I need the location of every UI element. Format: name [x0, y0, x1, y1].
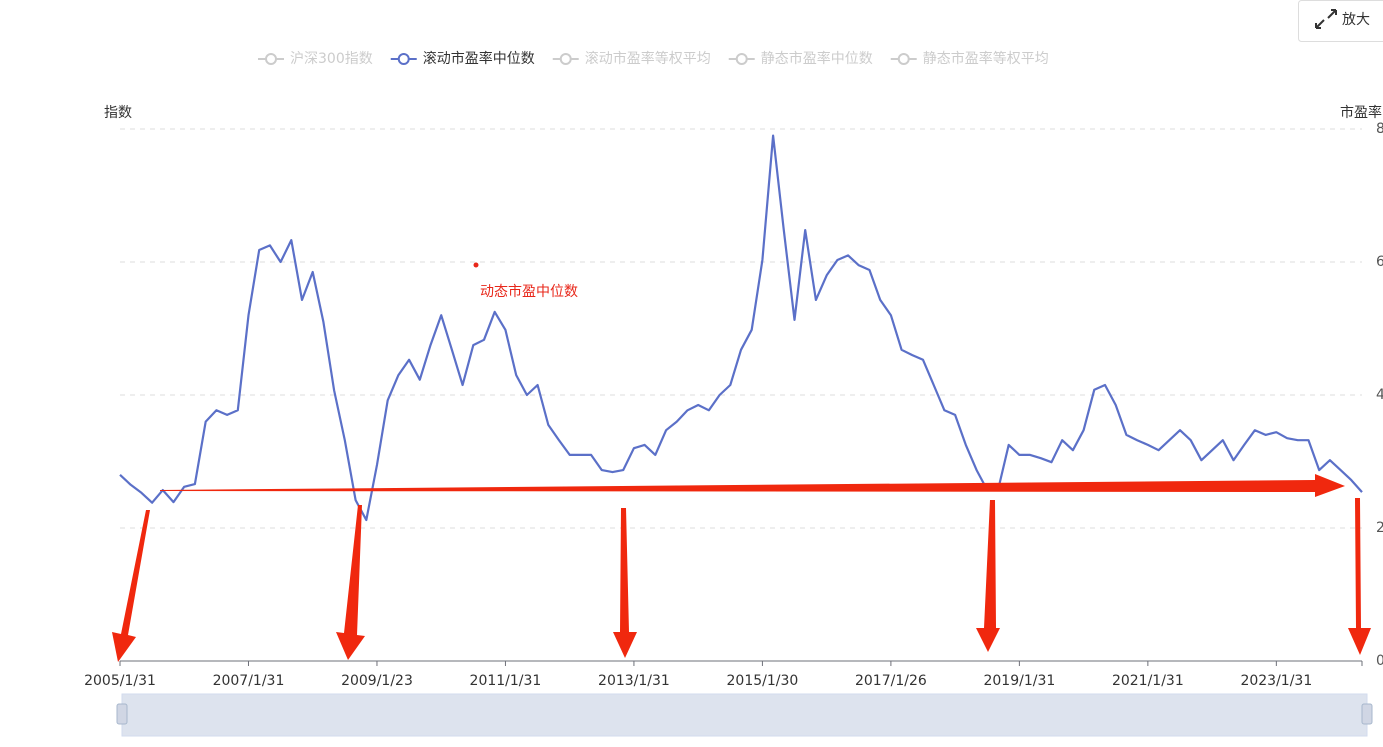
zoom-handle[interactable] — [116, 703, 128, 725]
zoom-window[interactable] — [121, 693, 1368, 737]
legend-label[interactable]: 滚动市盈率等权平均 — [585, 50, 711, 67]
legend-symbol — [735, 53, 748, 65]
y2-tick-label: 60 — [1376, 254, 1383, 270]
y-axis-name: 指数 — [104, 105, 132, 121]
arrow — [1348, 498, 1371, 655]
legend-label[interactable]: 滚动市盈率中位数 — [423, 50, 535, 67]
legend-symbol — [559, 53, 572, 65]
y2-tick-label: 80 — [1376, 121, 1383, 137]
arrow — [613, 508, 637, 658]
series-line — [119, 134, 1363, 522]
zoom-button[interactable]: 放大 — [1298, 0, 1383, 42]
y2-tick-label: 40 — [1376, 387, 1383, 403]
button-box[interactable] — [1298, 0, 1383, 42]
x-tick-label: 2013/1/31 — [598, 673, 670, 689]
legend-label[interactable]: 静态市盈率中位数 — [761, 50, 873, 67]
plot — [119, 134, 1363, 522]
arrow — [976, 500, 1000, 652]
y2-tick-label: 20 — [1376, 520, 1383, 536]
legend-label[interactable]: 沪深300指数 — [290, 51, 373, 67]
y2-axis-name: 市盈率 — [1340, 104, 1382, 121]
button-icon — [1315, 9, 1337, 29]
annotation-dot — [473, 262, 479, 268]
x-tick-label: 2011/1/31 — [470, 673, 542, 689]
x-tick-label: 2023/1/31 — [1240, 673, 1312, 689]
legend-symbol — [897, 53, 910, 65]
legend-symbol — [397, 53, 410, 65]
x-tick-label: 2017/1/26 — [855, 673, 927, 689]
arrow — [160, 474, 1345, 497]
x-tick-label: 2021/1/31 — [1112, 673, 1184, 689]
arrows — [112, 474, 1371, 662]
legend-label[interactable]: 静态市盈率等权平均 — [923, 50, 1049, 67]
x-tick-label: 2007/1/31 — [213, 673, 285, 689]
annotation: 动态市盈中位数 — [480, 283, 578, 300]
data-zoom[interactable] — [116, 693, 1373, 737]
arrow — [336, 505, 365, 660]
x-tick-label: 2009/1/23 — [341, 673, 413, 689]
legend-symbol — [265, 53, 277, 65]
zoom-handle[interactable] — [1361, 703, 1373, 725]
x-tick-label: 2019/1/31 — [983, 673, 1055, 689]
arrow — [112, 510, 150, 662]
x-tick-label: 2005/1/31 — [84, 673, 156, 689]
legend: 沪深300指数 滚动市盈率中位数 滚动市盈率等权平均 静态市盈率中位数 静态市盈率等权平… — [258, 50, 1049, 67]
x-tick-label: 2015/1/30 — [727, 673, 799, 689]
button-label[interactable]: 放大 — [1342, 12, 1370, 28]
y2-tick-label: 0 — [1376, 653, 1383, 669]
grid: 0 20 40 60 80 2005/1/31 2007/1/31 2009/1/23 2011… — [84, 121, 1383, 689]
